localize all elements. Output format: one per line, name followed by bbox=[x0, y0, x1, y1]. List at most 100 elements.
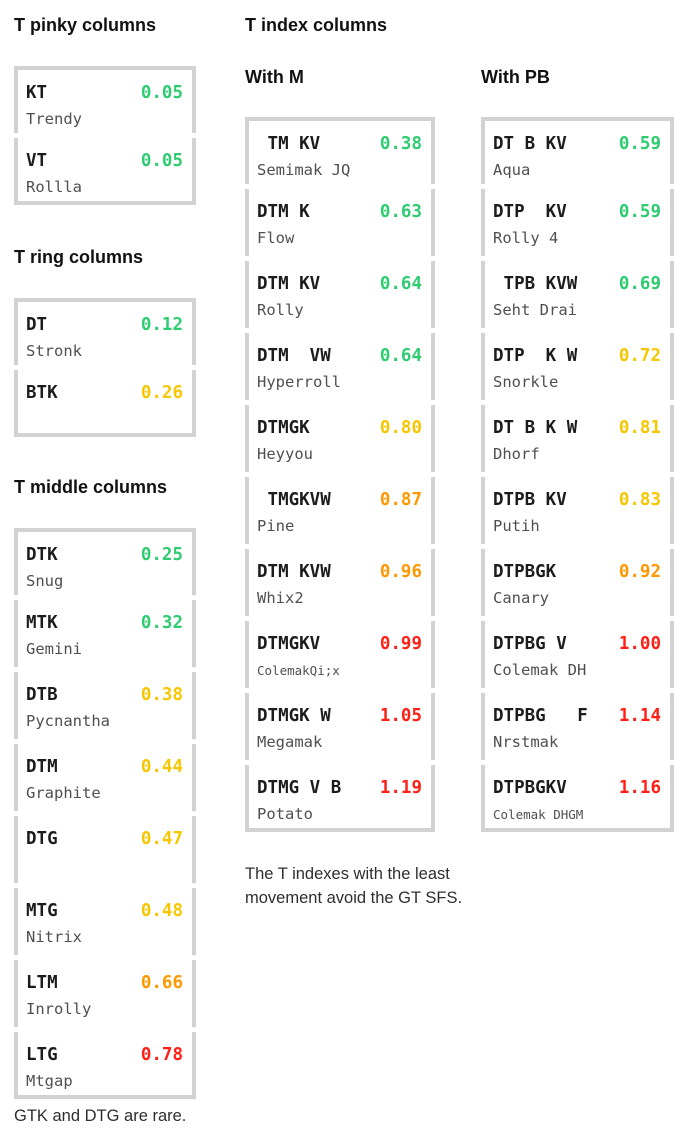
entry-name: Pycnantha bbox=[26, 712, 110, 730]
entry-code: VT bbox=[26, 151, 48, 171]
index-columns-title: T index columns bbox=[245, 15, 388, 35]
entry-value: 0.32 bbox=[140, 613, 183, 633]
middle-columns-box: DTK 0.25 Snug MTK 0.32 Gemini DTB 0.38 P… bbox=[14, 528, 196, 1099]
with-m-subhead: With M bbox=[245, 67, 304, 87]
entry-code: MTG bbox=[26, 901, 58, 921]
entry-top-row: DTPBG V 1.00 bbox=[493, 631, 661, 657]
entry-name: Semimak JQ bbox=[257, 161, 351, 179]
entry-top-row: DTMGKV 0.99 bbox=[257, 631, 422, 657]
entry-name: Putih bbox=[493, 517, 540, 535]
index-with-pb-column: With PB DT B KV 0.59 Aqua DTP KV 0.59 Ro… bbox=[481, 64, 674, 832]
layout-entry: LTM 0.66 Inrolly bbox=[14, 960, 196, 1027]
entry-top-row: DTM VW 0.64 bbox=[257, 343, 422, 369]
entry-code: DTMG V B bbox=[257, 778, 342, 798]
entry-value: 0.63 bbox=[379, 202, 422, 222]
entry-code: LTG bbox=[26, 1045, 58, 1065]
entry-code: DTM K bbox=[257, 202, 310, 222]
entry-code: DTMGK bbox=[257, 418, 310, 438]
entry-value: 0.05 bbox=[140, 83, 183, 103]
entry-name: Megamak bbox=[257, 733, 323, 751]
layout-entry: DTM KVW 0.96 Whix2 bbox=[245, 549, 435, 616]
entry-name: Inrolly bbox=[26, 1000, 92, 1018]
entry-code: DTM KVW bbox=[257, 562, 331, 582]
pinky-columns-box: KT 0.05 Trendy VT 0.05 Rollla bbox=[14, 66, 196, 205]
entry-top-row: DTM KV 0.64 bbox=[257, 271, 422, 297]
pinky-columns-title: T pinky columns bbox=[14, 15, 157, 35]
entry-value: 0.48 bbox=[140, 901, 183, 921]
layout-entry: DTMGKV 0.99 ColemakQi;x bbox=[245, 621, 435, 688]
entry-name: Heyyou bbox=[257, 445, 313, 463]
layout-entry: DTPBG V 1.00 Colemak DH bbox=[481, 621, 674, 688]
entry-top-row: LTG 0.78 bbox=[26, 1042, 183, 1068]
entry-top-row: BTK 0.26 bbox=[26, 380, 183, 406]
layout-entry: DTM KV 0.64 Rolly bbox=[245, 261, 435, 328]
entry-value: 0.66 bbox=[140, 973, 183, 993]
layout-entry: DTMG V B 1.19 Potato bbox=[245, 765, 435, 832]
entry-top-row: TPB KVW 0.69 bbox=[493, 271, 661, 297]
entry-value: 0.72 bbox=[618, 346, 661, 366]
with-m-box: TM KV 0.38 Semimak JQ DTM K 0.63 Flow DT… bbox=[245, 117, 435, 832]
entry-name: Graphite bbox=[26, 784, 101, 802]
entry-name: Flow bbox=[257, 229, 295, 247]
layout-entry: DT B KV 0.59 Aqua bbox=[481, 117, 674, 184]
entry-code: TM KV bbox=[257, 134, 321, 154]
layout-entry: MTK 0.32 Gemini bbox=[14, 600, 196, 667]
entry-value: 0.87 bbox=[379, 490, 422, 510]
entry-top-row: DT B K W 0.81 bbox=[493, 415, 661, 441]
entry-value: 0.26 bbox=[140, 383, 183, 403]
entry-name: Snorkle bbox=[493, 373, 559, 391]
entry-code: DT B K W bbox=[493, 418, 578, 438]
layout-entry: DTB 0.38 Pycnantha bbox=[14, 672, 196, 739]
entry-top-row: DTPBG F 1.14 bbox=[493, 703, 661, 729]
entry-code: DTP KV bbox=[493, 202, 567, 222]
layout-entry: TPB KVW 0.69 Seht Drai bbox=[481, 261, 674, 328]
entry-code: KT bbox=[26, 83, 48, 103]
entry-value: 0.78 bbox=[140, 1045, 183, 1065]
layout-entry: LTG 0.78 Mtgap bbox=[14, 1032, 196, 1099]
entry-value: 0.81 bbox=[618, 418, 661, 438]
entry-name: Colemak DH bbox=[493, 661, 587, 679]
entry-top-row: DTB 0.38 bbox=[26, 682, 183, 708]
entry-name: Canary bbox=[493, 589, 549, 607]
entry-code: DTPBGK bbox=[493, 562, 557, 582]
entry-code: DTMGK W bbox=[257, 706, 331, 726]
layout-entry: DT 0.12 Stronk bbox=[14, 298, 196, 365]
entry-top-row: DTMGK 0.80 bbox=[257, 415, 422, 441]
middle-columns-title: T middle columns bbox=[14, 477, 168, 497]
entry-code: DTPBGKV bbox=[493, 778, 567, 798]
entry-code: DTM bbox=[26, 757, 58, 777]
entry-top-row: DTG 0.47 bbox=[26, 826, 183, 852]
entry-top-row: DT 0.12 bbox=[26, 312, 183, 338]
entry-top-row: DTMGK W 1.05 bbox=[257, 703, 422, 729]
entry-value: 0.05 bbox=[140, 151, 183, 171]
layout-entry: DTK 0.25 Snug bbox=[14, 528, 196, 595]
entry-value: 0.92 bbox=[618, 562, 661, 582]
entry-top-row: DTP K W 0.72 bbox=[493, 343, 661, 369]
entry-top-row: DTMG V B 1.19 bbox=[257, 775, 422, 801]
entry-value: 1.19 bbox=[379, 778, 422, 798]
entry-name: Pine bbox=[257, 517, 295, 535]
ring-columns-box: DT 0.12 Stronk BTK 0.26 bbox=[14, 298, 196, 437]
with-pb-subhead: With PB bbox=[481, 67, 550, 87]
entry-value: 1.05 bbox=[379, 706, 422, 726]
ring-columns-title: T ring columns bbox=[14, 247, 144, 267]
entry-value: 0.80 bbox=[379, 418, 422, 438]
layout-entry: DTMGK 0.80 Heyyou bbox=[245, 405, 435, 472]
entry-value: 1.16 bbox=[618, 778, 661, 798]
entry-name: Nrstmak bbox=[493, 733, 559, 751]
entry-code: DTMGKV bbox=[257, 634, 321, 654]
entry-code: MTK bbox=[26, 613, 58, 633]
entry-name bbox=[26, 406, 183, 433]
entry-top-row: DT B KV 0.59 bbox=[493, 131, 661, 157]
entry-top-row: KT 0.05 bbox=[26, 80, 183, 106]
layout-entry: DTPB KV 0.83 Putih bbox=[481, 477, 674, 544]
layout-entry: DT B K W 0.81 Dhorf bbox=[481, 405, 674, 472]
entry-top-row: MTG 0.48 bbox=[26, 898, 183, 924]
entry-value: 0.59 bbox=[618, 202, 661, 222]
entry-top-row: LTM 0.66 bbox=[26, 970, 183, 996]
entry-top-row: TM KV 0.38 bbox=[257, 131, 422, 157]
entry-code: DTM KV bbox=[257, 274, 321, 294]
entry-value: 0.69 bbox=[618, 274, 661, 294]
layout-entry: VT 0.05 Rollla bbox=[14, 138, 196, 205]
entry-top-row: TMGKVW 0.87 bbox=[257, 487, 422, 513]
